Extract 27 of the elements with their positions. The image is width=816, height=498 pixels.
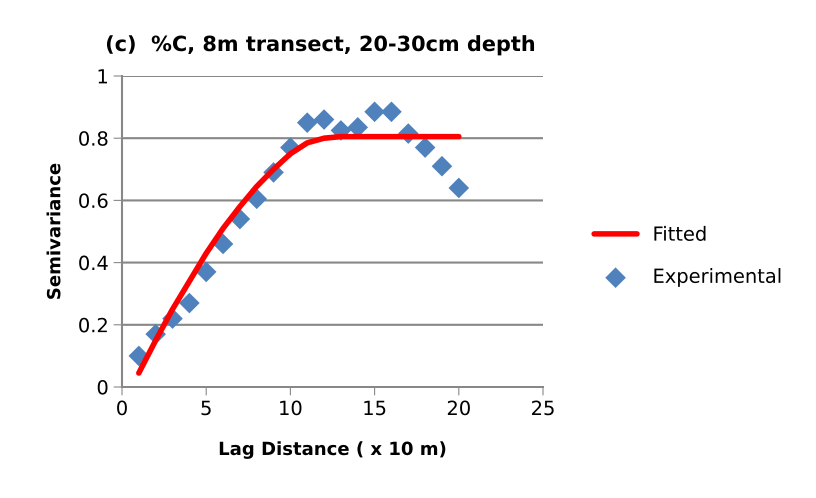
x-tick-label: 0 (117, 400, 127, 416)
point (432, 156, 452, 176)
x-tick-label: 25 (532, 400, 554, 416)
y-tick-label: 0.2 (79, 318, 107, 332)
y-tick-label: 0.6 (79, 193, 108, 208)
point (448, 178, 470, 198)
point (179, 292, 200, 314)
x-axis-title: Lag Distance ( x 10 m) (220, 441, 446, 459)
legend-label: Experimental (654, 268, 780, 287)
x-tick-label: 10 (280, 400, 302, 416)
legend-label: Fitted (654, 226, 706, 241)
x-tick-label: 5 (202, 400, 211, 416)
x-tick-label: 15 (364, 400, 386, 416)
point (364, 101, 385, 122)
point (381, 101, 402, 122)
x-tick-label: 20 (448, 400, 470, 416)
y-tick-label: 0.8 (79, 131, 108, 146)
point (212, 234, 234, 254)
y-tick-label: 0 (98, 380, 108, 395)
point (296, 112, 318, 133)
point (414, 137, 436, 158)
y-axis-title: Semivariance (46, 164, 60, 299)
y-tick-label: 0.4 (79, 256, 108, 270)
point (314, 109, 334, 130)
y-tick-label: 1 (98, 69, 108, 84)
point (196, 262, 216, 282)
chart-title: (c) %C, 8m transect, 20-30cm depth (106, 35, 534, 56)
